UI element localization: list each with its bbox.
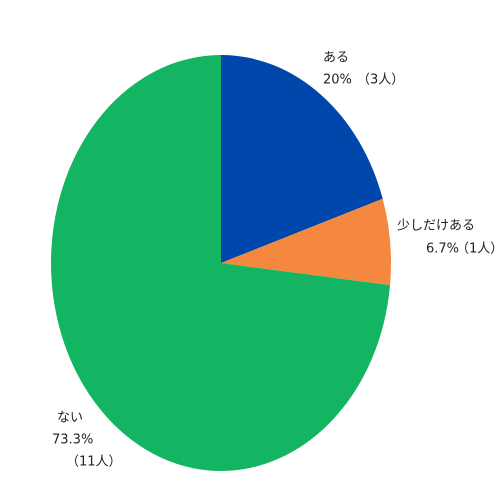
pie-slice bbox=[221, 198, 391, 286]
slice-label: ある bbox=[323, 51, 349, 66]
count-label: （1人） bbox=[456, 242, 503, 257]
value-label: 20% bbox=[323, 73, 352, 88]
pie-slice bbox=[221, 55, 383, 263]
value-label: 6.7% bbox=[426, 242, 459, 257]
value-label: 73.3% bbox=[52, 433, 93, 448]
pie-slice bbox=[51, 55, 391, 472]
slice-label: ない bbox=[57, 411, 83, 426]
count-label: （3人） bbox=[357, 73, 404, 88]
slice-label: 少しだけある bbox=[397, 219, 475, 234]
count-label: （11人） bbox=[66, 455, 122, 470]
